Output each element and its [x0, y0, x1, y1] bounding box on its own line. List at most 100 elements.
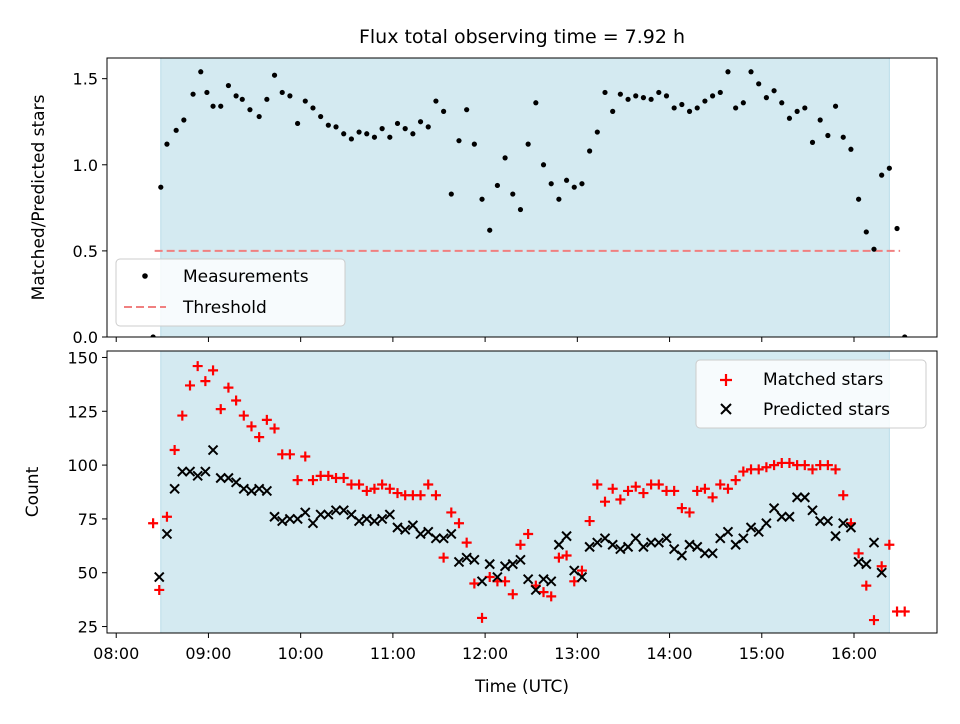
measurement-point	[204, 89, 210, 96]
measurement-point	[387, 134, 393, 140]
legend-marker-predicted	[720, 403, 732, 415]
predicted-star-point	[200, 466, 211, 477]
predicted-star-point	[407, 520, 419, 531]
matched-star-point	[284, 449, 295, 460]
predicted-star-point	[177, 466, 188, 477]
y-tick-label: 0.0	[73, 328, 98, 347]
measurement-point	[556, 196, 562, 202]
matched-star-point	[699, 483, 710, 494]
measurement-point	[341, 131, 347, 137]
measurement-point	[794, 108, 800, 114]
legend-label-matched: Matched stars	[763, 370, 883, 390]
predicted-star-point	[638, 541, 649, 553]
series-predicted-stars	[154, 444, 887, 596]
matched-star-point	[630, 481, 641, 492]
measurement-point	[756, 81, 762, 87]
measurement-point	[394, 120, 401, 127]
measurement-point	[173, 127, 179, 133]
measurement-point	[471, 141, 477, 147]
measurement-point	[679, 101, 685, 108]
matched-star-point	[653, 479, 664, 490]
measurement-point	[264, 96, 270, 102]
predicted-star-point	[246, 485, 257, 497]
measurement-point	[318, 113, 324, 120]
top-panel: 0.0 0.5 1.0 1.5 Matched/Predicted stars Measu…	[29, 57, 938, 347]
x-tick-label: 08:00	[93, 644, 139, 663]
measurement-point	[218, 103, 224, 109]
predicted-star-point	[438, 533, 449, 544]
measurement-point	[198, 69, 204, 75]
matched-star-point	[185, 380, 195, 391]
predicted-star-point	[807, 505, 818, 516]
matched-star-point	[584, 516, 595, 527]
measurement-point	[287, 93, 293, 99]
measurement-point	[164, 141, 170, 147]
matched-star-point	[469, 578, 480, 589]
legend-label-measurements: Measurements	[183, 267, 309, 287]
measurement-point	[294, 120, 301, 127]
measurement-point	[763, 95, 769, 101]
matched-star-point	[477, 612, 488, 623]
measurement-point	[610, 108, 616, 114]
measurement-point	[771, 88, 777, 94]
measurement-point	[525, 141, 531, 147]
predicted-star-point	[745, 522, 757, 533]
axes-frame	[106, 57, 938, 338]
matched-star-point	[692, 485, 703, 496]
matched-star-point	[669, 485, 680, 496]
matched-star-point	[369, 483, 380, 494]
predicted-star-point	[353, 515, 365, 527]
x-tick-label: 14:00	[647, 644, 693, 663]
predicted-star-point	[484, 558, 495, 570]
matched-star-point	[461, 537, 472, 548]
measurement-point	[809, 139, 816, 145]
y-axis-label: Matched/Predicted stars	[29, 94, 49, 300]
measurement-point	[233, 93, 239, 99]
measurement-point	[594, 129, 600, 135]
predicted-star-point	[300, 507, 311, 518]
measurement-point	[779, 100, 785, 106]
matched-star-point	[438, 552, 449, 563]
predicted-star-point	[538, 573, 549, 585]
predicted-star-point	[392, 522, 403, 533]
matched-star-point	[576, 565, 587, 576]
predicted-star-point	[384, 509, 396, 520]
predicted-star-point	[476, 576, 488, 587]
x-axis-label: Time (UTC)	[474, 677, 569, 697]
measurement-point	[325, 122, 331, 128]
predicted-star-point	[223, 472, 234, 484]
matched-star-point	[261, 414, 272, 425]
y-tick-label: 25	[78, 618, 98, 637]
matched-star-point	[838, 490, 849, 501]
matched-star-point	[215, 404, 226, 415]
matched-star-point	[446, 507, 457, 518]
predicted-star-point	[430, 533, 442, 544]
measurement-point	[840, 134, 846, 140]
measurement-point	[494, 182, 501, 189]
predicted-star-point	[461, 552, 472, 563]
measurement-point	[748, 69, 754, 75]
predicted-star-point	[853, 556, 864, 568]
matched-star-point	[515, 539, 526, 550]
measurement-point	[302, 98, 308, 104]
predicted-star-point	[323, 509, 334, 520]
measurement-point	[640, 95, 647, 101]
predicted-star-point	[630, 533, 641, 544]
predicted-star-point	[238, 483, 250, 494]
predicted-star-point	[446, 528, 457, 540]
matched-star-point	[423, 479, 434, 490]
predicted-star-point	[576, 571, 588, 583]
matched-star-point	[769, 460, 780, 471]
measurement-point	[633, 93, 639, 99]
measurement-point	[902, 334, 908, 337]
measurement-point	[686, 108, 693, 114]
predicted-star-point	[530, 584, 542, 596]
matched-star-point	[722, 483, 733, 494]
predicted-star-point	[615, 543, 626, 555]
measurement-point	[517, 206, 524, 213]
matched-star-point	[600, 496, 610, 507]
predicted-star-point	[284, 513, 296, 525]
measurement-point	[533, 100, 539, 106]
measurement-point	[786, 115, 793, 121]
measurement-point	[425, 124, 431, 130]
